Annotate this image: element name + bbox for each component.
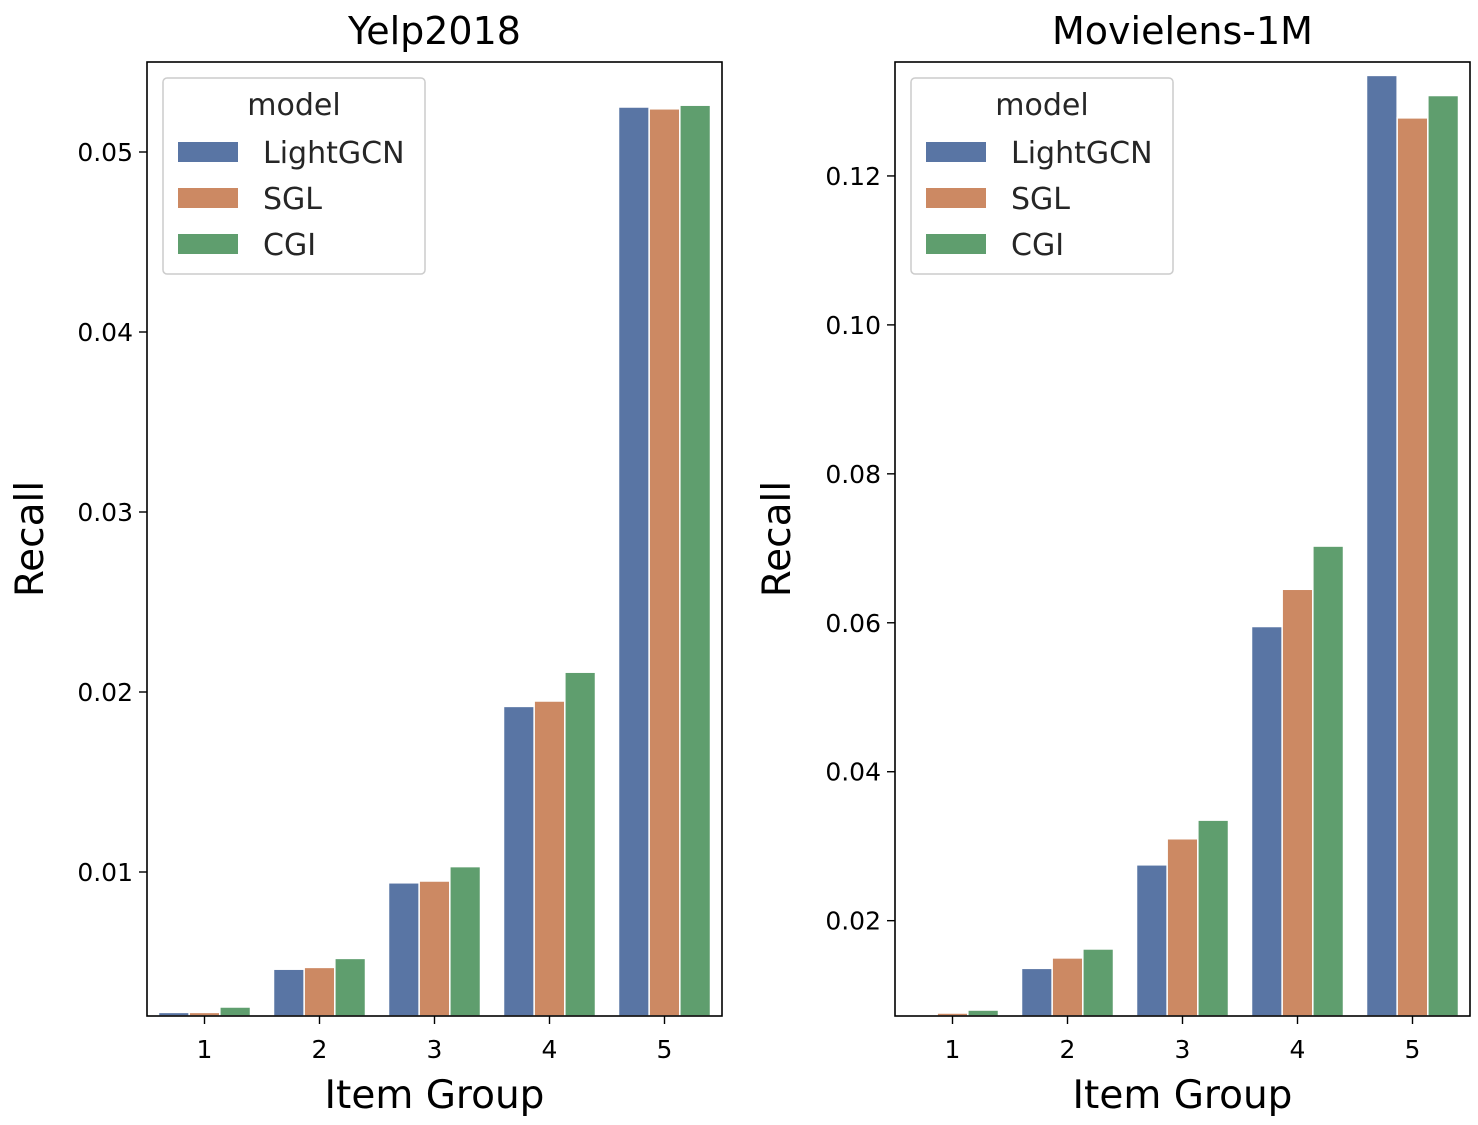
legend-label-lightgcn: LightGCN	[1011, 136, 1153, 171]
bar-lightgcn-group-3	[1135, 864, 1168, 1017]
legend-title: model	[995, 88, 1088, 123]
x-tick-label: 5	[1405, 1035, 1421, 1064]
legend-label-cgi: CGI	[263, 228, 316, 263]
bar-lightgcn-group-4	[1250, 625, 1283, 1017]
x-tick-label: 5	[657, 1035, 673, 1064]
bar-cgi-group-5	[1427, 94, 1460, 1017]
legend-swatch-sgl	[926, 188, 986, 208]
y-tick-label: 0.02	[825, 907, 881, 936]
x-tick-label: 1	[197, 1035, 213, 1064]
bar-sgl-group-2	[303, 966, 336, 1017]
y-tick-label: 0.01	[77, 858, 133, 887]
bar-cgi-group-5	[679, 104, 712, 1017]
x-tick-label: 1	[945, 1035, 961, 1064]
bar-lightgcn-group-2	[1020, 967, 1053, 1017]
bar-cgi-group-1	[219, 1006, 252, 1017]
legend-box	[910, 77, 1174, 275]
y-axis-label: Recall	[8, 481, 53, 597]
x-tick-label: 2	[1060, 1035, 1076, 1064]
legend-swatch-lightgcn	[926, 142, 986, 162]
chart-panel-2: 1 2 3 4 5 0.02 0.04 0.06 0.08 0.10 0.12 Movielens-1…	[755, 9, 1471, 1118]
bar-cgi-group-1	[967, 1009, 1000, 1017]
bar-lightgcn-group-5	[617, 106, 650, 1017]
bar-lightgcn-group-5	[1365, 74, 1398, 1017]
legend-label-sgl: SGL	[1011, 182, 1070, 217]
bar-sgl-group-5	[1396, 117, 1429, 1017]
legend-swatch-sgl	[178, 188, 238, 208]
bar-cgi-group-2	[1082, 948, 1115, 1017]
y-tick-label: 0.06	[825, 609, 881, 638]
x-tick-label: 4	[1290, 1035, 1306, 1064]
bar-sgl-group-2	[1051, 957, 1084, 1017]
y-tick-label: 0.02	[77, 678, 133, 707]
y-tick-label: 0.04	[825, 758, 881, 787]
x-tick-label: 4	[542, 1035, 558, 1064]
legend-swatch-lightgcn	[178, 142, 238, 162]
legend-swatch-cgi	[926, 234, 986, 254]
bar-lightgcn-group-2	[272, 968, 305, 1017]
x-axis-label: Item Group	[325, 1073, 545, 1118]
bar-cgi-group-3	[449, 865, 482, 1017]
bar-sgl-group-4	[533, 700, 566, 1017]
x-axis-label: Item Group	[1073, 1073, 1293, 1118]
y-tick-label: 0.03	[77, 498, 133, 527]
y-tick-label: 0.12	[825, 162, 881, 191]
bar-cgi-group-4	[564, 671, 597, 1017]
y-tick-label: 0.04	[77, 318, 133, 347]
bar-lightgcn-group-4	[502, 705, 535, 1017]
chart-title: Yelp2018	[347, 9, 521, 53]
bar-cgi-group-3	[1197, 819, 1230, 1017]
legend-label-sgl: SGL	[263, 182, 322, 217]
bar-lightgcn-group-3	[387, 882, 420, 1017]
chart-title: Movielens-1M	[1052, 9, 1313, 53]
legend: model LightGCN SGL CGI	[910, 77, 1174, 275]
legend-title: model	[247, 88, 340, 123]
y-tick-label: 0.05	[77, 138, 133, 167]
bar-cgi-group-4	[1312, 545, 1345, 1017]
y-tick-label: 0.10	[825, 311, 881, 340]
bar-sgl-group-5	[648, 108, 681, 1017]
x-tick-label: 3	[1175, 1035, 1191, 1064]
bar-sgl-group-4	[1281, 588, 1314, 1017]
legend-box	[162, 77, 426, 275]
legend-swatch-cgi	[178, 234, 238, 254]
bar-sgl-group-3	[1166, 838, 1199, 1017]
y-tick-label: 0.08	[825, 460, 881, 489]
legend: model LightGCN SGL CGI	[162, 77, 426, 275]
bar-sgl-group-3	[418, 880, 451, 1017]
x-tick-label: 2	[312, 1035, 328, 1064]
legend-label-cgi: CGI	[1011, 228, 1064, 263]
x-tick-label: 3	[427, 1035, 443, 1064]
chart-panel-1: 1 2 3 4 5 0.01 0.02 0.03 0.04 0.05 Yelp2018 Item Gr…	[8, 9, 723, 1118]
legend-label-lightgcn: LightGCN	[263, 136, 405, 171]
y-axis-label: Recall	[755, 481, 800, 597]
bar-cgi-group-2	[334, 957, 367, 1017]
